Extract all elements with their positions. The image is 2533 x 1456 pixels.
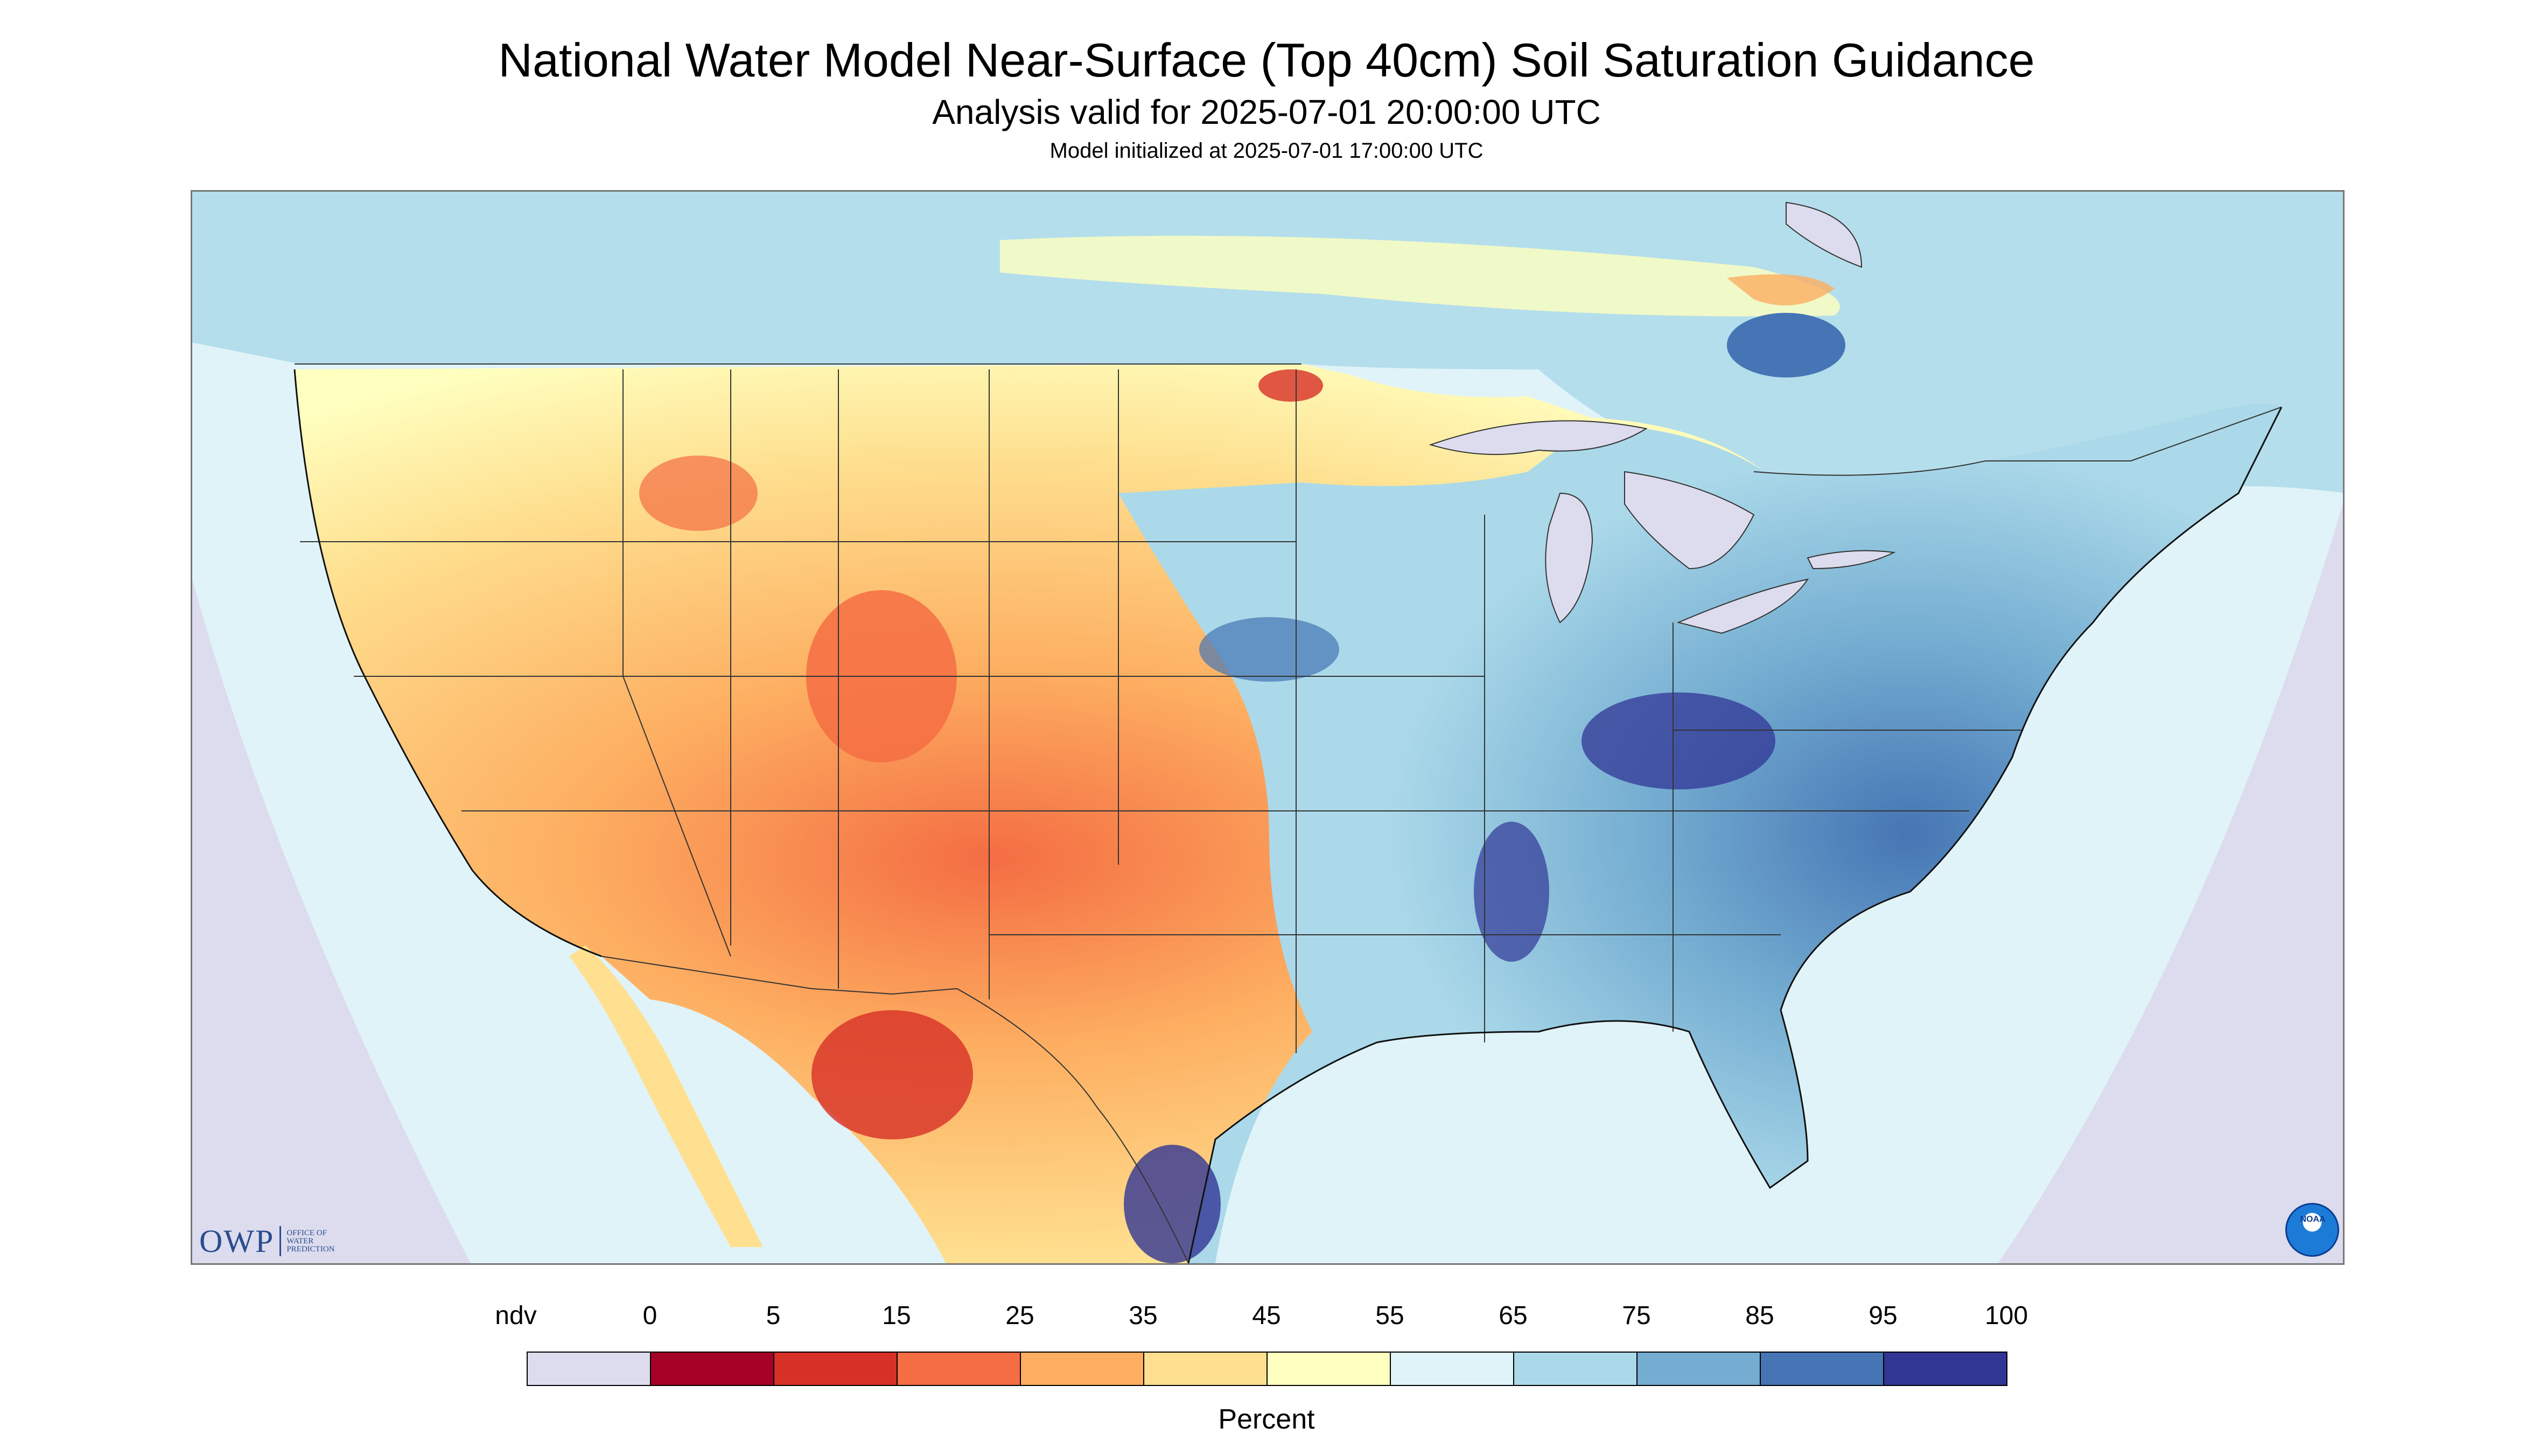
legend-swatch [1513, 1352, 1638, 1386]
owp-logo-line-3: Prediction [286, 1244, 335, 1254]
canada-wet-spot [1727, 313, 1845, 377]
legend-swatch [773, 1352, 898, 1386]
model-init-line: Model initialized at 2025-07-01 17:00:00… [1049, 139, 1484, 163]
plains-wet-spot [1199, 617, 1339, 682]
noaa-logo [2285, 1203, 2339, 1257]
legend-tick-label: 100 [1984, 1301, 2028, 1330]
lake-huron [1624, 471, 1755, 570]
legend-tick-label: 0 [642, 1301, 657, 1330]
legend-swatch [1883, 1352, 2007, 1386]
legend-swatch [1266, 1352, 1391, 1386]
legend-tick-label: 85 [1745, 1301, 1774, 1330]
lake-superior [1429, 420, 1648, 455]
lake-erie [1676, 578, 1809, 634]
owp-logo-line-1: Office of [286, 1228, 327, 1237]
eastern-wet-region [1118, 403, 2282, 1263]
canada-region [192, 192, 2343, 517]
mexico-us-border [601, 956, 1189, 1263]
legend-tick-label: 5 [766, 1301, 781, 1330]
soil-saturation-map [191, 190, 2345, 1265]
noaa-logo-label: NOAA [2300, 1215, 2326, 1224]
map-subtitle: Analysis valid for 2025-07-01 20:00:00 U… [932, 93, 1601, 131]
legend-swatch [897, 1352, 1021, 1386]
legend-swatch [1636, 1352, 1761, 1386]
mexico-dry-spot [811, 1010, 973, 1139]
legend-tick-label: 15 [882, 1301, 911, 1330]
canada-dry-band [1000, 235, 1840, 317]
legend-swatch [1390, 1352, 1514, 1386]
coastline [293, 369, 2283, 1263]
legend-swatch [1143, 1352, 1268, 1386]
legend-tick-label: 95 [1869, 1301, 1898, 1330]
legend-unit-label: Percent [1218, 1404, 1315, 1435]
boundary-lines [295, 363, 2282, 1263]
south-texas-wet-spot [1124, 1145, 1221, 1263]
hudson-bay-inlet [1786, 201, 1863, 268]
owp-logo-line-2: Water [286, 1236, 314, 1245]
baja-california [569, 946, 763, 1247]
legend-tick-label: ndv [495, 1301, 537, 1330]
map-canvas [192, 192, 2343, 1263]
lake-michigan [1545, 492, 1593, 624]
legend-tick-label: 25 [1005, 1301, 1034, 1330]
idaho-dry-spot [639, 456, 758, 531]
legend-tick-label: 75 [1622, 1301, 1651, 1330]
legend-swatch [1760, 1352, 1884, 1386]
legend-tick-label: 45 [1252, 1301, 1281, 1330]
legend-swatch [527, 1352, 651, 1386]
legend-tick-label: 65 [1499, 1301, 1528, 1330]
legend-swatch [1020, 1352, 1144, 1386]
ohio-valley-wet-spot [1582, 692, 1775, 789]
great-lakes-border [1753, 460, 1986, 476]
map-title: National Water Model Near-Surface (Top 4… [498, 33, 2035, 87]
canada-dry-spot [1727, 274, 1835, 306]
minnesota-dry-spot [1258, 369, 1323, 402]
owp-logo-mark: OWP [199, 1223, 275, 1259]
owp-logo-separator [279, 1226, 282, 1256]
northeast-border [1985, 407, 2282, 461]
owp-logo: OWP Office of Water Prediction [199, 1222, 335, 1260]
mississippi-wet-spot [1474, 822, 1549, 962]
legend-tick-label: 55 [1375, 1301, 1404, 1330]
legend-tick-label: 35 [1129, 1301, 1158, 1330]
lake-ontario [1807, 550, 1896, 570]
owp-logo-text: Office of Water Prediction [286, 1229, 334, 1254]
legend-swatch [650, 1352, 774, 1386]
